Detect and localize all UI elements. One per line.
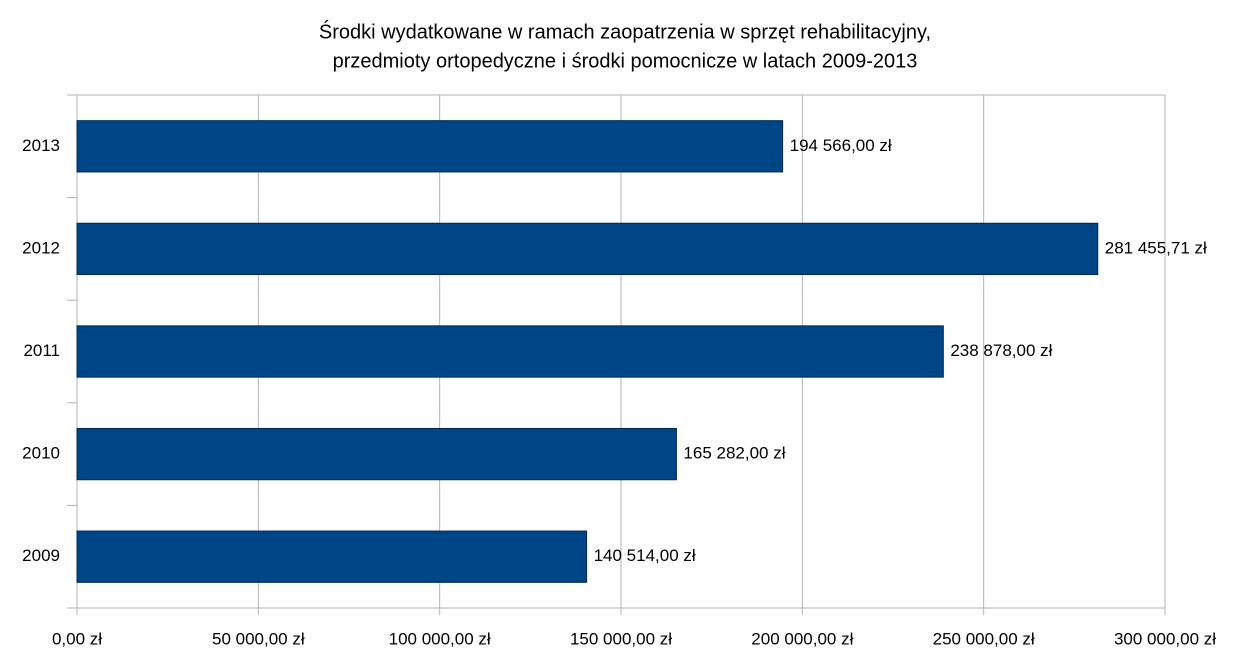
bar xyxy=(76,120,784,173)
x-tick-label: 250 000,00 zł xyxy=(933,629,1035,648)
chart-title: przedmioty ortopedyczne i środki pomocni… xyxy=(333,50,918,72)
x-tick-label: 150 000,00 zł xyxy=(570,629,672,648)
x-tick-label: 100 000,00 zł xyxy=(389,629,491,648)
x-tick-label: 50 000,00 zł xyxy=(212,629,305,648)
bar xyxy=(76,222,1099,276)
data-label: 165 282,00 zł xyxy=(683,444,785,463)
y-tick-label: 2012 xyxy=(22,238,60,257)
y-tick-label: 2013 xyxy=(22,136,60,155)
data-label: 281 455,71 zł xyxy=(1105,238,1207,257)
y-tick-label: 2010 xyxy=(22,444,60,463)
bar xyxy=(76,530,588,583)
bar xyxy=(76,325,944,378)
x-tick-label: 200 000,00 zł xyxy=(751,629,853,648)
data-label: 238 878,00 zł xyxy=(950,341,1052,360)
y-tick-label: 2011 xyxy=(23,341,60,360)
bar xyxy=(76,427,677,481)
x-tick-label: 0,00 zł xyxy=(52,629,102,648)
chart-title: Środki wydatkowane w ramach zaopatrzenia… xyxy=(319,19,931,43)
x-tick-label: 300 000,00 zł xyxy=(1114,629,1216,648)
data-label: 194 566,00 zł xyxy=(790,136,892,155)
data-label: 140 514,00 zł xyxy=(594,546,696,565)
y-tick-label: 2009 xyxy=(22,546,60,565)
